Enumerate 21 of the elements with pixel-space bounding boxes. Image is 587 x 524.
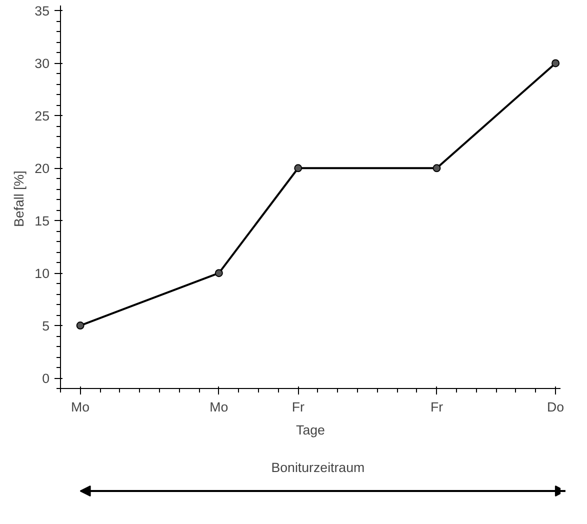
point xyxy=(76,322,84,330)
y-tick-label: 5 xyxy=(42,318,50,334)
x-tick-label: Mo xyxy=(71,400,90,414)
y-axis-title: Befall [%] xyxy=(12,170,27,227)
x-axis-title: Tage xyxy=(296,422,325,438)
point xyxy=(432,164,441,172)
x-tick-label: Fr xyxy=(292,400,305,414)
y-tick-label: 20 xyxy=(34,161,50,176)
y-tick-label: 0 xyxy=(42,371,50,386)
y-tick-label: 30 xyxy=(34,56,50,72)
y-tick-label: 10 xyxy=(34,266,50,282)
point xyxy=(214,269,223,278)
point xyxy=(294,164,302,172)
y-tick-label: 15 xyxy=(34,214,50,229)
y-tick-label: 35 xyxy=(34,4,50,19)
point xyxy=(552,59,560,68)
x-tick-label: Mo xyxy=(210,400,228,414)
text: Boniturzeitraum xyxy=(271,460,365,475)
x-tick-label: Do xyxy=(547,400,564,414)
x-tick-label: Fr xyxy=(430,400,444,414)
y-tick-label: 25 xyxy=(34,108,50,124)
